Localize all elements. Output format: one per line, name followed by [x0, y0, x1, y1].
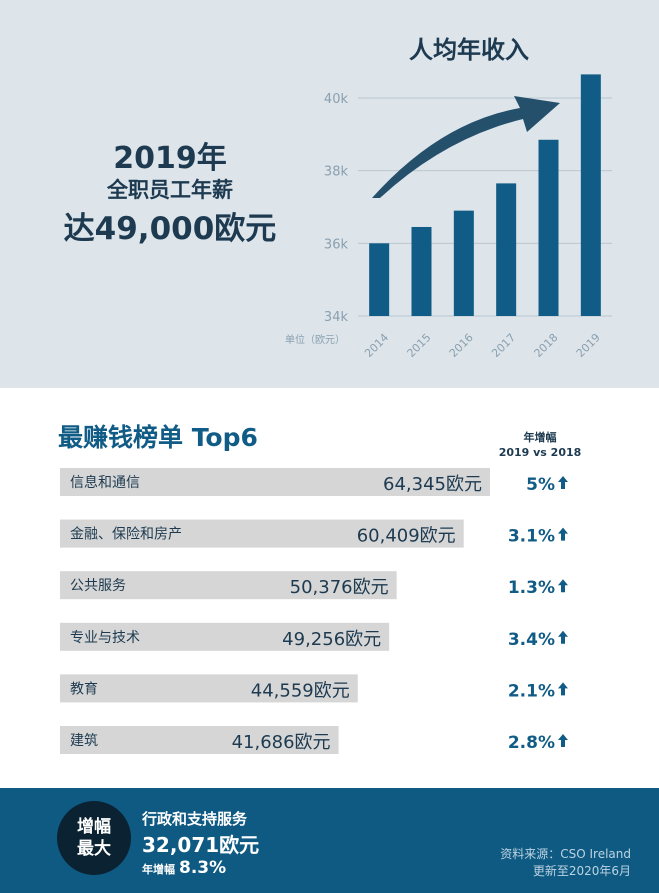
- growth-value: 3.1%: [508, 527, 555, 547]
- bar: [369, 243, 390, 316]
- ranking-category: 公共服务: [70, 578, 126, 594]
- x-tick-label: 2018: [532, 331, 561, 360]
- ranking-category: 金融、保险和房产: [70, 527, 182, 543]
- up-arrow-icon: [558, 682, 568, 696]
- footer-panel: 增幅 最大 行政和支持服务 32,071欧元 年增幅 8.3% 资料来源：CSO …: [0, 788, 659, 893]
- x-tick-label: 2016: [447, 331, 476, 360]
- top-growth-rate-label: 年增幅: [142, 863, 175, 876]
- top-growth-rate-value: 8.3%: [179, 858, 227, 878]
- ranking-category: 教育: [70, 681, 98, 697]
- up-arrow-icon: [558, 527, 568, 541]
- x-tick-label: 2017: [489, 331, 518, 360]
- ranking-value: 44,559欧元: [251, 680, 350, 701]
- ranking-value: 49,256欧元: [282, 629, 381, 650]
- badge-line1: 增幅: [77, 817, 111, 837]
- ranking-title: 最赚钱榜单 Top6: [58, 423, 258, 452]
- headline-amount: 达49,000欧元: [63, 211, 277, 247]
- ranking-bar: [60, 622, 390, 651]
- ranking-bar: [60, 571, 397, 600]
- ranking-bar-chart: 信息和通信 64,345欧元 5% 金融、保险和房产 60,409欧元 3.1% 公共服务 5…: [60, 468, 568, 754]
- ranking-bar: [60, 519, 464, 548]
- top-growth-value: 32,071欧元: [142, 833, 260, 857]
- y-tick-label: 38k: [324, 165, 349, 180]
- ranking-category: 信息和通信: [70, 474, 140, 491]
- top-growth-category: 行政和支持服务: [142, 810, 248, 828]
- headline-year: 2019年: [113, 141, 227, 176]
- bar: [580, 74, 601, 316]
- growth-value: 2.8%: [508, 733, 555, 753]
- growth-header: 年增幅 2019 vs 2018: [490, 430, 590, 460]
- up-arrow-icon: [558, 734, 568, 747]
- x-tick-label: 2019: [574, 331, 603, 360]
- growth-value: 2.1%: [508, 681, 555, 701]
- growth-header-line2: 2019 vs 2018: [498, 446, 582, 459]
- up-arrow-icon: [558, 476, 568, 489]
- ranking-value: 41,686欧元: [232, 732, 331, 753]
- y-tick-label: 34k: [324, 310, 349, 325]
- ranking-value: 64,345欧元: [383, 474, 482, 495]
- y-tick-label: 36k: [324, 237, 349, 252]
- growth-header-line1: 年增幅: [523, 431, 557, 444]
- ranking-bar: [60, 674, 358, 703]
- top-growth-rate: 年增幅 8.3%: [142, 858, 226, 878]
- x-tick-label: 2015: [405, 331, 434, 360]
- trend-arrow: [372, 96, 560, 198]
- ranking-bar: [60, 726, 339, 754]
- income-bar-chart: 人均年收入 34k 36k 38k 40k 单位（欧元） 2014 2015 2016 2017 2…: [285, 36, 612, 360]
- up-arrow-icon: [558, 579, 568, 593]
- x-tick-label: 2014: [362, 331, 391, 360]
- ranking-category: 专业与技术: [70, 630, 140, 646]
- growth-value: 5%: [526, 475, 555, 495]
- headline-subtitle: 全职员工年薪: [107, 178, 233, 202]
- chart-title: 人均年收入: [409, 36, 529, 64]
- unit-label: 单位（欧元）: [285, 333, 345, 346]
- ranking-value: 50,376欧元: [290, 577, 389, 598]
- badge-line2: 最大: [77, 839, 111, 859]
- income-panel: 2019年 全职员工年薪 达49,000欧元 人均年收入 34k 36k 38k 40k…: [0, 0, 659, 388]
- growth-value: 1.3%: [508, 578, 555, 598]
- ranking-value: 60,409欧元: [357, 526, 456, 547]
- ranking-category: 建筑: [70, 733, 98, 749]
- bar: [411, 226, 432, 316]
- source-line: 资料来源：CSO Ireland: [500, 847, 631, 861]
- bar: [538, 139, 559, 316]
- growth-value: 3.4%: [508, 630, 555, 650]
- bar: [453, 210, 474, 316]
- ranking-bar: [60, 468, 490, 496]
- bar: [496, 183, 517, 316]
- up-arrow-icon: [558, 630, 568, 644]
- update-line: 更新至2020年6月: [532, 864, 631, 878]
- source-note: 资料来源：CSO Ireland 更新至2020年6月: [500, 846, 631, 880]
- top-growth-badge: 增幅 最大: [57, 801, 131, 875]
- y-tick-label: 40k: [324, 92, 349, 107]
